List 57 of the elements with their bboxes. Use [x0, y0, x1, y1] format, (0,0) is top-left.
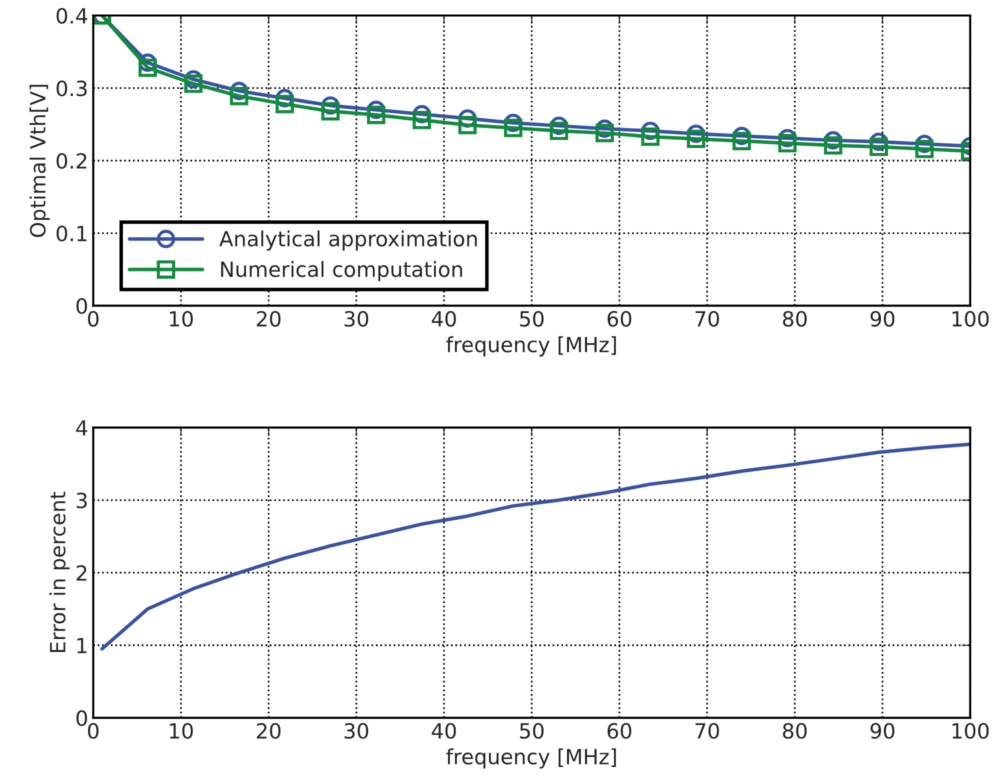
x-tick-label: 50	[520, 310, 544, 327]
y-tick-label: 0.2	[56, 153, 86, 169]
x-tick-label: 100	[952, 310, 989, 327]
point	[366, 106, 386, 124]
y-tick-label: 0.4	[56, 8, 88, 24]
point	[641, 128, 660, 146]
y-tick-label: 1	[77, 638, 86, 654]
x-tick-label: 10	[170, 723, 193, 739]
point	[596, 124, 614, 142]
point	[276, 94, 294, 114]
x-tick-label: 40	[432, 310, 456, 327]
y-tick-label: 2	[76, 565, 86, 581]
x-tick-label: 10	[170, 310, 193, 327]
x-tick-label: 40	[432, 723, 456, 739]
point	[870, 138, 888, 156]
x-tick-label: 30	[344, 723, 368, 739]
point	[412, 110, 431, 130]
y-tick-label: 3	[76, 492, 87, 508]
x-tick-label: 80	[782, 310, 807, 327]
y-tick-label: 0.1	[56, 226, 86, 242]
point	[824, 136, 842, 155]
point	[915, 140, 934, 158]
x-tick-label: 50	[520, 723, 544, 739]
point	[321, 102, 340, 120]
x-tick-label: 0	[88, 723, 98, 739]
x-tick-label: 90	[870, 310, 894, 327]
x-tick-label: 30	[344, 310, 368, 327]
legend-label: Analytical approximation	[219, 230, 477, 251]
y-axis-title: Optimal Vth[V]	[30, 84, 50, 238]
x-tick-label: 90	[870, 723, 894, 739]
x-tick-label: 20	[256, 723, 281, 739]
point	[504, 118, 522, 138]
y-axis-title: Error in percent	[49, 492, 70, 652]
point	[778, 134, 797, 152]
point	[732, 132, 751, 150]
y-tick-label: 0.3	[56, 80, 87, 96]
x-axis-title: frequency [MHz]	[446, 748, 616, 769]
x-tick-label: 70	[696, 310, 719, 327]
point	[184, 74, 203, 93]
point	[550, 122, 568, 140]
point	[138, 58, 157, 77]
point	[458, 116, 477, 134]
x-tick-label: 20	[256, 310, 281, 327]
y-tick-label: 4	[76, 420, 88, 436]
x-tick-label: 60	[608, 723, 632, 739]
y-tick-label: 0	[76, 710, 88, 726]
x-tick-label: 80	[782, 723, 807, 739]
line-series	[100, 442, 970, 651]
point	[686, 130, 706, 148]
x-tick-label: 100	[952, 723, 989, 739]
x-tick-label: 0	[88, 310, 98, 327]
x-tick-label: 60	[608, 310, 632, 327]
point	[230, 86, 248, 106]
x-axis-title: frequency [MHz]	[446, 336, 616, 356]
legend-label: Numerical computation	[221, 261, 462, 282]
y-tick-label: 0	[76, 298, 88, 314]
x-tick-label: 70	[696, 723, 719, 739]
